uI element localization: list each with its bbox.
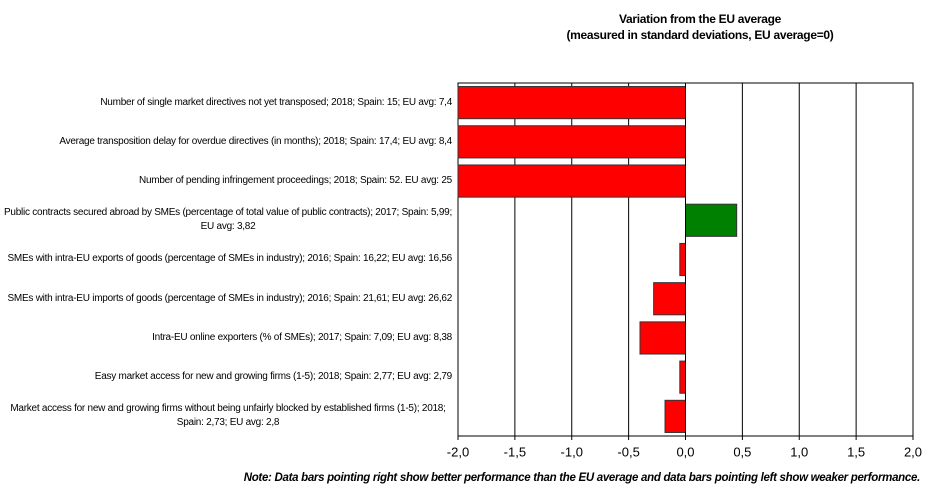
chart-subtitle: (measured in standard deviations, EU ave… — [566, 28, 834, 42]
x-tick-label: -0,5 — [617, 444, 639, 459]
x-tick-label: -1,0 — [561, 444, 583, 459]
y-tick-label: Public contracts secured abroad by SMEs … — [4, 207, 452, 233]
chart-title: Variation from the EU average — [618, 12, 782, 26]
y-tick-label: SMEs with intra-EU exports of goods (per… — [7, 253, 453, 265]
x-tick-label: -2,0 — [447, 444, 469, 459]
x-tick-label: -1,5 — [504, 444, 526, 459]
bar — [664, 399, 687, 433]
bar — [685, 203, 738, 237]
x-tick-label: 1,5 — [847, 444, 865, 459]
y-tick-label: SMEs with intra-EU imports of goods (per… — [7, 292, 453, 304]
category-label-box: Number of single market directives not y… — [4, 83, 452, 122]
x-tick-label: 0,5 — [733, 444, 751, 459]
bar — [457, 164, 686, 198]
category-label-box: Public contracts secured abroad by SMEs … — [4, 201, 452, 240]
y-tick-label: Market access for new and growing firms … — [10, 403, 446, 429]
y-tick-label: Easy market access for new and growing f… — [94, 371, 452, 383]
category-label-box: Number of pending infringement proceedin… — [4, 161, 452, 200]
bar — [679, 242, 686, 277]
category-label-box: SMEs with intra-EU exports of goods (per… — [4, 240, 453, 279]
category-label-box: Easy market access for new and growing f… — [4, 358, 452, 397]
note: Note: Data bars pointing right show bett… — [243, 472, 921, 484]
bar — [457, 125, 686, 159]
category-label-box: Average transposition delay for overdue … — [4, 122, 452, 161]
bar — [679, 360, 686, 394]
y-tick-label: Number of single market directives not y… — [100, 96, 452, 108]
category-label-box: Market access for new and growing firms … — [4, 397, 452, 436]
category-label-box: SMEs with intra-EU imports of goods (per… — [4, 279, 453, 318]
y-tick-label: Average transposition delay for overdue … — [59, 135, 452, 147]
bar — [639, 321, 686, 355]
x-tick-label: 2,0 — [904, 444, 922, 459]
y-tick-label: Intra-EU online exporters (% of SMEs); 2… — [152, 331, 452, 343]
x-tick-label: 1,0 — [790, 444, 808, 459]
category-label-box: Intra-EU online exporters (% of SMEs); 2… — [4, 318, 452, 357]
bar — [653, 282, 687, 316]
x-tick-label: 0,0 — [676, 444, 694, 459]
y-tick-label: Number of pending infringement proceedin… — [138, 175, 452, 187]
bar — [457, 86, 686, 120]
